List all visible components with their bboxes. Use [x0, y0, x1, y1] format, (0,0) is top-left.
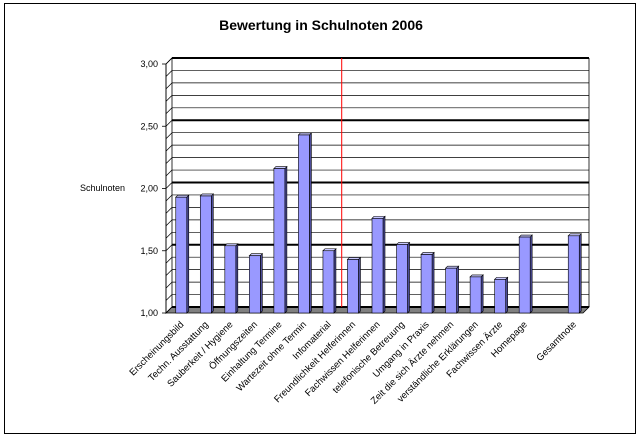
- bar-face: [347, 259, 359, 314]
- bar: [567, 233, 582, 314]
- y-tick-label: 2,50: [140, 121, 158, 131]
- y-axis-label: Schulnoten: [80, 183, 125, 193]
- side-gridline: [165, 182, 173, 189]
- bar-side: [235, 243, 239, 314]
- bar-top: [224, 243, 239, 247]
- bar-top: [273, 166, 288, 169]
- bar-face: [322, 250, 335, 314]
- side-gridline: [165, 70, 173, 77]
- bar: [297, 132, 313, 314]
- bar-side: [210, 193, 214, 314]
- bar-face: [518, 236, 531, 314]
- bar: [224, 243, 239, 314]
- bar: [346, 256, 362, 314]
- bar-face: [199, 195, 212, 314]
- bar-face: [567, 235, 580, 314]
- y-tick-label: 2,00: [140, 184, 158, 194]
- bar-face: [249, 255, 261, 314]
- side-gridline: [165, 294, 173, 301]
- side-gridline: [165, 244, 173, 251]
- side-gridline: [165, 144, 173, 152]
- bar-top: [199, 193, 215, 197]
- bar: [248, 253, 264, 314]
- bar-face: [371, 218, 384, 314]
- bar-face: [175, 196, 188, 314]
- bar-face: [494, 279, 506, 314]
- bar: [444, 265, 460, 314]
- side-gridline: [165, 95, 173, 102]
- side-gridline: [165, 269, 173, 276]
- bar-face: [420, 254, 433, 314]
- side-gridline: [165, 281, 173, 289]
- bar: [199, 193, 215, 314]
- bar-face: [445, 267, 457, 314]
- bar: [493, 276, 509, 314]
- bar-top: [175, 194, 190, 198]
- side-gridline: [165, 107, 173, 115]
- bar: [273, 165, 288, 314]
- side-gridline: [165, 256, 173, 264]
- category-label: Gesamtnote: [534, 319, 578, 363]
- bar-top: [322, 248, 337, 252]
- bar-face: [396, 244, 408, 314]
- bar: [322, 248, 337, 314]
- side-gridline: [165, 132, 173, 139]
- side-gridline: [165, 219, 173, 227]
- bar: [371, 215, 386, 314]
- side-gridline: [165, 306, 173, 314]
- side-gridline: [165, 120, 173, 127]
- y-tick-label: 3,00: [140, 59, 158, 69]
- bar: [469, 274, 484, 314]
- chart-title: Bewertung in Schulnoten 2006: [219, 17, 423, 33]
- bar: [518, 234, 533, 314]
- bar-side: [186, 194, 190, 314]
- y-tick-layer: 1,00 1,50 2,00 2,50 3,00: [140, 59, 167, 318]
- side-gridline: [165, 82, 173, 90]
- side-gridline: [165, 57, 173, 65]
- bar-face: [469, 276, 482, 314]
- bar-face: [224, 245, 237, 314]
- side-gridline: [165, 207, 173, 214]
- bar: [420, 251, 435, 314]
- side-gridline: [165, 232, 173, 239]
- side-gridline: [165, 157, 173, 164]
- bar-face: [298, 134, 310, 314]
- side-gridline: [165, 194, 173, 202]
- bar: [395, 241, 411, 314]
- side-gridline: [165, 169, 173, 177]
- bar: [175, 194, 190, 314]
- y-tick-label: 1,00: [140, 308, 158, 318]
- bar-face: [273, 168, 286, 314]
- y-tick-label: 1,50: [140, 246, 158, 256]
- bar-top: [518, 234, 533, 238]
- bar-top: [567, 233, 582, 237]
- bar-layer: [175, 132, 582, 314]
